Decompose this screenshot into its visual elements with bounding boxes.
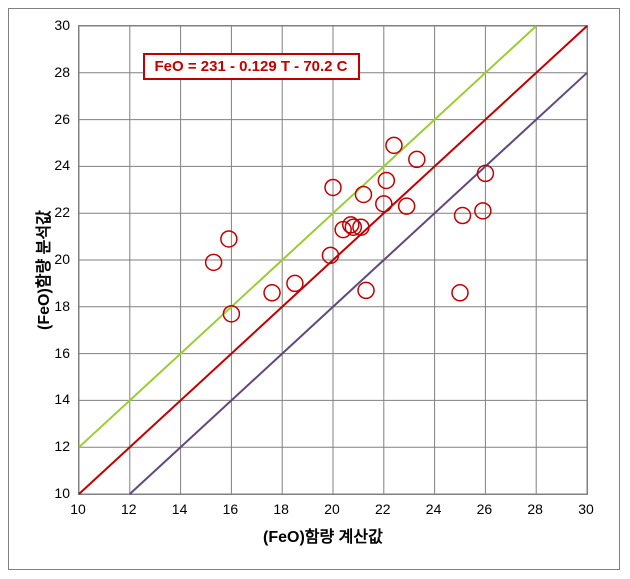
plot-area: FeO = 231 - 0.129 T - 70.2 C: [78, 25, 588, 495]
data-point: [455, 208, 471, 224]
x-tick-label: 12: [121, 501, 137, 517]
data-point: [358, 282, 374, 298]
data-point: [221, 231, 237, 247]
x-axis-label: (FeO)함량 계산값: [263, 523, 383, 547]
x-tick-label: 22: [375, 501, 391, 517]
x-tick-label: 26: [477, 501, 493, 517]
x-tick-label: 10: [70, 501, 86, 517]
x-tick-label: 20: [324, 501, 340, 517]
data-point: [378, 172, 394, 188]
data-point: [355, 186, 371, 202]
y-tick-label: 26: [40, 111, 70, 127]
data-point: [399, 198, 415, 214]
y-tick-label: 16: [40, 345, 70, 361]
y-axis-label: (FeO)함량 분석값: [30, 210, 54, 330]
y-tick-label: 12: [40, 438, 70, 454]
x-tick-label: 14: [172, 501, 188, 517]
line-upper: [79, 26, 536, 447]
x-tick-label: 24: [426, 501, 442, 517]
data-point: [264, 285, 280, 301]
x-tick-label: 18: [273, 501, 289, 517]
data-point: [322, 247, 338, 263]
data-point: [475, 203, 491, 219]
line-lower: [130, 73, 587, 494]
formula-text: FeO = 231 - 0.129 T - 70.2 C: [155, 58, 348, 75]
formula-annotation: FeO = 231 - 0.129 T - 70.2 C: [143, 53, 360, 80]
data-point: [206, 254, 222, 270]
x-tick-label: 30: [578, 501, 594, 517]
y-tick-label: 10: [40, 485, 70, 501]
x-tick-label: 28: [527, 501, 543, 517]
plot-svg: [79, 26, 587, 494]
x-tick-label: 16: [223, 501, 239, 517]
data-point: [452, 285, 468, 301]
y-tick-label: 24: [40, 157, 70, 173]
y-tick-label: 14: [40, 391, 70, 407]
data-point: [409, 151, 425, 167]
y-tick-label: 30: [40, 17, 70, 33]
data-point: [386, 137, 402, 153]
data-point: [287, 275, 303, 291]
y-tick-label: 28: [40, 64, 70, 80]
scatter-chart: FeO = 231 - 0.129 T - 70.2 C 10 12 14 16 18 2…: [0, 0, 630, 579]
